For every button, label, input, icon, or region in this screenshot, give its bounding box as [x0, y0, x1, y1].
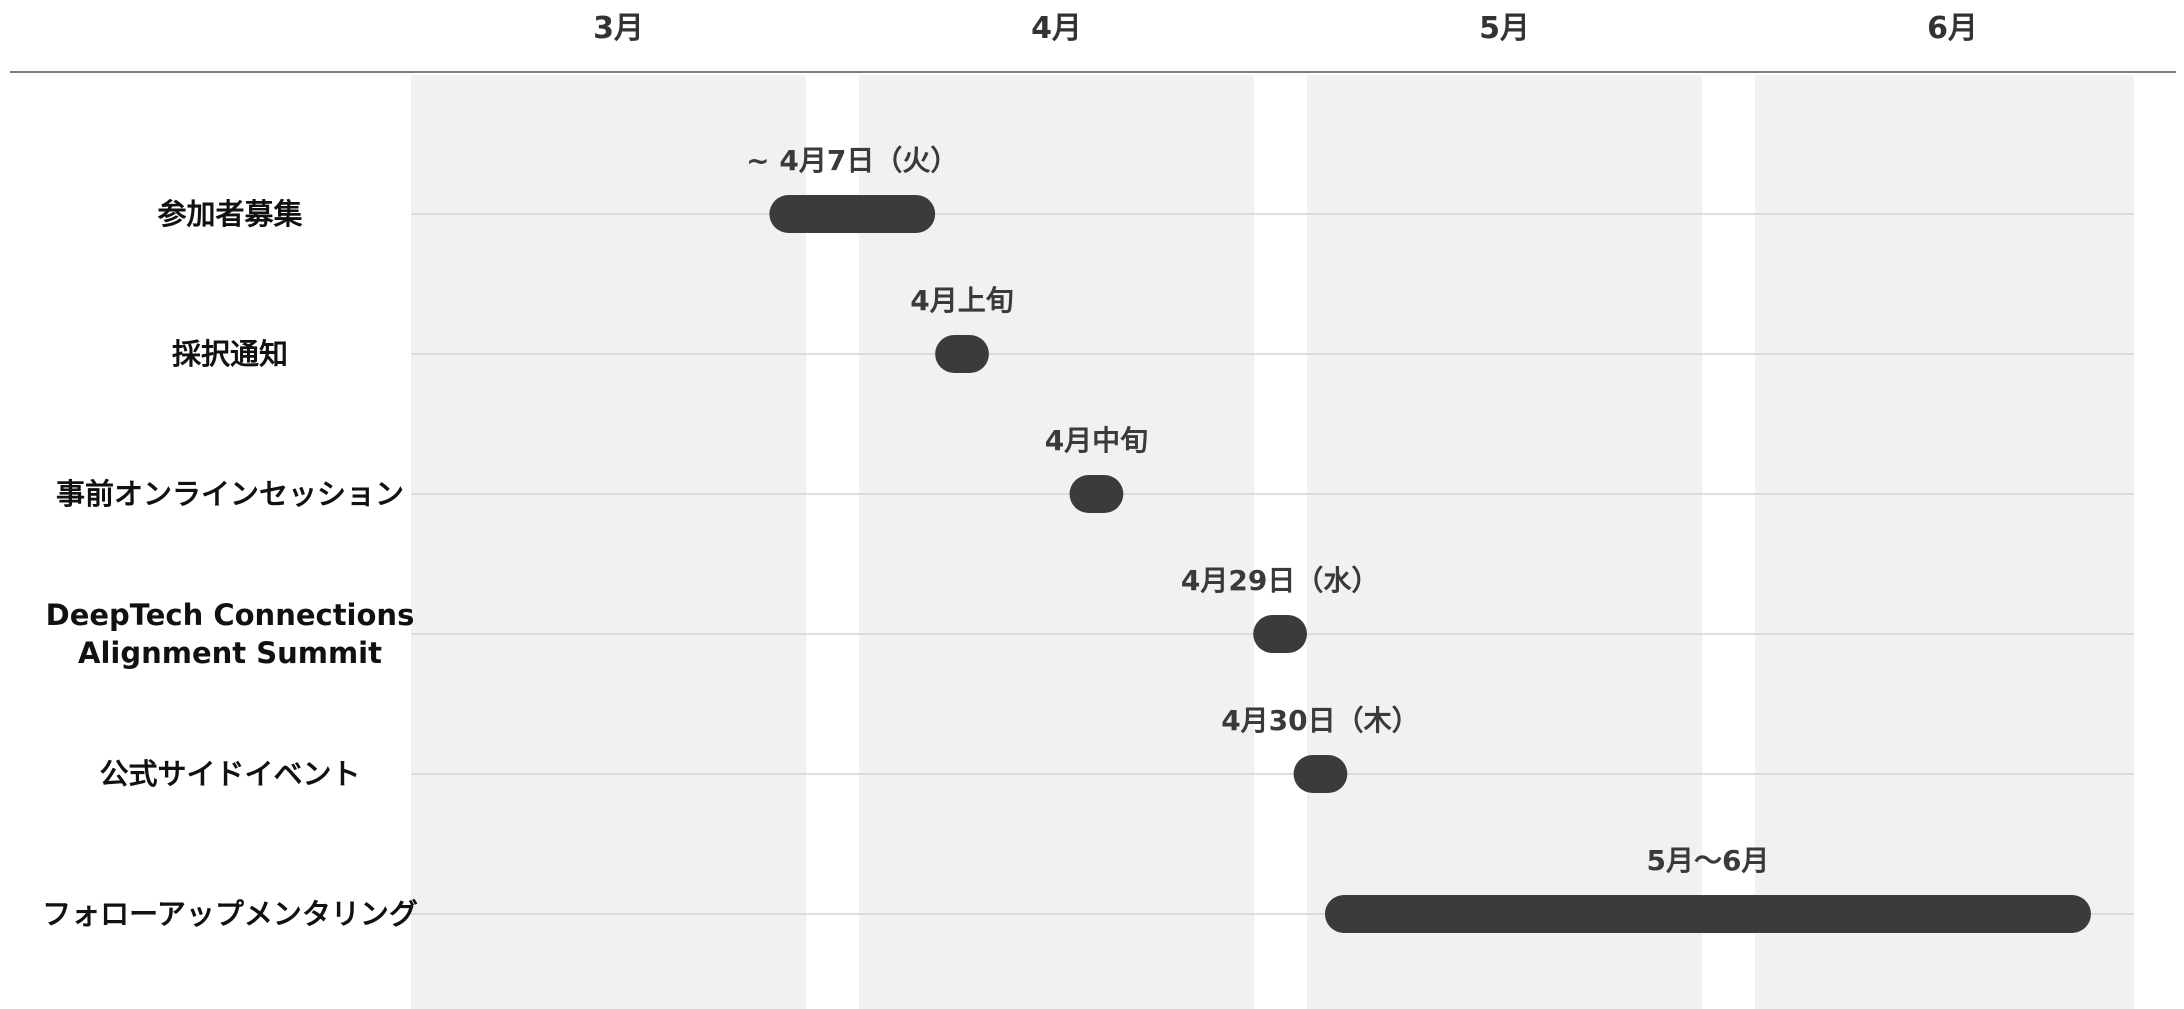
bar-label: 4月30日（木）	[1221, 704, 1419, 737]
bar-label: ~ 4月7日（火）	[746, 144, 958, 177]
task-bar	[1293, 755, 1348, 793]
month-band	[411, 75, 806, 1009]
task-bar	[1069, 475, 1124, 513]
task-label: フォローアップメンタリング	[42, 897, 418, 931]
month-label: 5月	[1479, 11, 1530, 46]
month-band	[1755, 75, 2134, 1009]
bar-label: 4月29日（水）	[1181, 564, 1379, 597]
month-label: 6月	[1927, 11, 1978, 46]
bar-label: 5月〜6月	[1646, 844, 1769, 877]
month-label: 3月	[593, 11, 644, 46]
bar-label: 4月中旬	[1045, 424, 1148, 457]
month-label: 4月	[1031, 11, 1082, 46]
task-bar	[769, 195, 936, 233]
task-bar	[1253, 615, 1307, 653]
month-band	[1307, 75, 1702, 1009]
task-label: 公式サイドイベント	[99, 757, 360, 791]
task-label: 事前オンラインセッション	[56, 477, 404, 511]
bar-label: 4月上旬	[910, 284, 1013, 317]
task-bar	[935, 335, 989, 373]
task-label: 採択通知	[172, 337, 288, 371]
task-label: DeepTech Connections	[46, 598, 415, 632]
task-label: Alignment Summit	[78, 636, 382, 670]
task-bar	[1324, 895, 2091, 933]
task-label: 参加者募集	[157, 197, 303, 231]
